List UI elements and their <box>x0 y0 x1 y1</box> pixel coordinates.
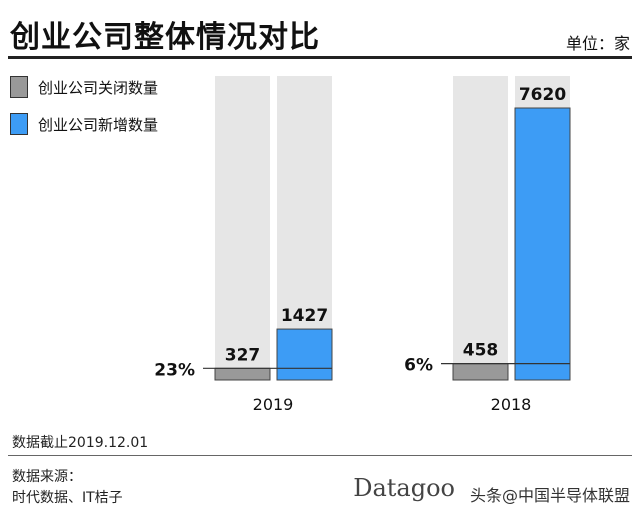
bar-background <box>215 76 270 380</box>
source-title: 数据来源： <box>12 469 82 485</box>
legend-label: 创业公司关闭数量 <box>38 78 159 97</box>
legend-swatch-blue <box>10 113 28 135</box>
x-tick-label: 2019 <box>253 395 294 414</box>
legend-item-new: 创业公司新增数量 <box>10 113 158 135</box>
bar-2018-0 <box>452 363 509 381</box>
ratio-label: 23% <box>154 360 195 380</box>
footer-divider <box>8 455 632 456</box>
data-label: 7620 <box>519 85 566 105</box>
title-divider <box>8 56 632 59</box>
bar-2019-0 <box>214 367 271 381</box>
legend-label: 创业公司新增数量 <box>38 115 159 134</box>
ratio-label: 6% <box>404 356 433 376</box>
legend-swatch-gray <box>10 76 28 98</box>
unit-label: 单位：家 <box>565 34 630 53</box>
data-label: 327 <box>225 345 261 365</box>
bar-chart: 327 1427 23% 2019 458 7620 6% 2018 <box>154 76 571 414</box>
cutoff-note: 数据截止2019.12.01 <box>12 435 149 451</box>
x-tick-label: 2018 <box>491 395 532 414</box>
data-label: 1427 <box>281 306 328 326</box>
legend-item-closed: 创业公司关闭数量 <box>10 76 158 98</box>
data-label: 458 <box>463 341 499 361</box>
watermark-text: 头条@中国半导体联盟 <box>469 486 630 505</box>
bar-background <box>453 76 508 380</box>
source-text: 时代数据、IT桔子 <box>12 490 123 506</box>
chart-title: 创业公司整体情况对比 <box>10 20 320 55</box>
bar-2019-1 <box>276 328 333 381</box>
watermark-logo: Datagoo <box>353 474 455 502</box>
bar-2018-1 <box>514 107 571 381</box>
